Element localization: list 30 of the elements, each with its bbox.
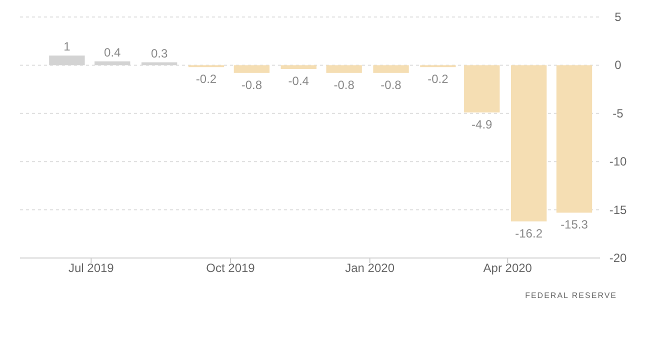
bar bbox=[280, 65, 316, 70]
data-label: 0.3 bbox=[150, 46, 168, 60]
x-tick-label: Jan 2020 bbox=[345, 261, 395, 275]
y-tick-label: -20 bbox=[609, 251, 627, 265]
data-label: -0.8 bbox=[334, 78, 355, 92]
data-label: -4.9 bbox=[472, 117, 493, 132]
data-label: -0.2 bbox=[428, 72, 449, 86]
data-label: -0.4 bbox=[288, 74, 310, 88]
bar bbox=[326, 65, 362, 73]
y-tick-label: -5 bbox=[612, 106, 624, 120]
data-label: -0.2 bbox=[196, 72, 217, 86]
data-label: -0.8 bbox=[241, 78, 262, 92]
bar bbox=[556, 65, 592, 213]
x-tick-label: Oct 2019 bbox=[206, 261, 256, 275]
data-label: 0.4 bbox=[104, 45, 122, 60]
x-tick-label: Jul 2019 bbox=[68, 261, 114, 275]
data-label: -16.2 bbox=[515, 226, 543, 240]
bar bbox=[234, 65, 270, 73]
text: FEDERAL RESERVE bbox=[525, 291, 617, 300]
y-tick-label: 0 bbox=[614, 58, 622, 72]
y-tick-label: -15 bbox=[609, 202, 627, 217]
data-label: -15.3 bbox=[560, 218, 588, 232]
x-tick-label: Apr 2020 bbox=[483, 261, 532, 275]
data-label: 1 bbox=[64, 40, 71, 54]
bar bbox=[464, 65, 500, 112]
y-tick-label: -10 bbox=[609, 154, 627, 169]
bar bbox=[510, 65, 547, 222]
y-tick-label: 5 bbox=[614, 10, 622, 24]
data-label: -0.8 bbox=[380, 78, 402, 92]
bar bbox=[373, 65, 409, 73]
